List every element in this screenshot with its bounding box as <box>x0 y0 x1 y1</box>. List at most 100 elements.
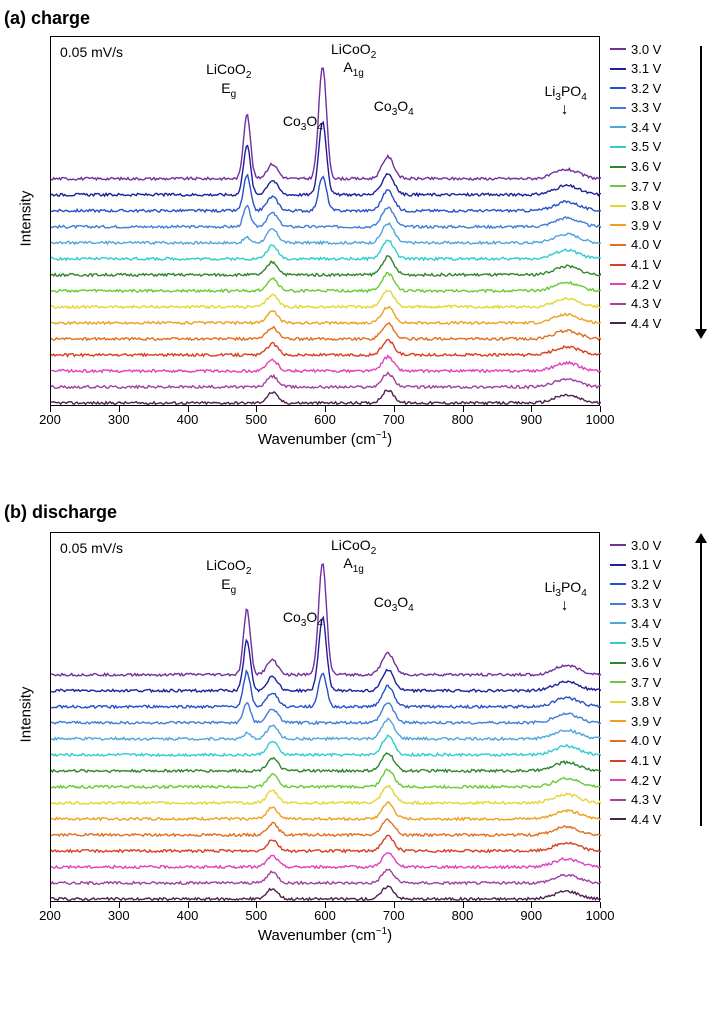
series-line <box>51 290 601 308</box>
peak-arrow-icon: ↓ <box>561 598 569 614</box>
legend-item: 4.2 V <box>610 773 696 787</box>
xtick-label: 600 <box>314 908 336 923</box>
legend-swatch <box>610 740 626 742</box>
series-line <box>51 886 601 901</box>
legend-swatch <box>610 779 626 781</box>
series-line <box>51 869 601 884</box>
legend-label: 3.4 V <box>631 121 661 134</box>
legend-label: 3.4 V <box>631 617 661 630</box>
peak-label: Co3O4 <box>283 114 323 133</box>
legend-label: 3.9 V <box>631 219 661 232</box>
panel-a-ylabel: Intensity <box>17 191 34 247</box>
legend-swatch <box>610 48 626 50</box>
legend-item: 4.3 V <box>610 297 696 311</box>
legend-label: 3.0 V <box>631 43 661 56</box>
xtick-label: 400 <box>177 412 199 427</box>
legend-item: 3.0 V <box>610 538 696 552</box>
peak-label: LiCoO2A1g <box>331 42 376 80</box>
legend-swatch <box>610 662 626 664</box>
legend-swatch <box>610 244 626 246</box>
legend-label: 3.8 V <box>631 695 661 708</box>
legend-swatch <box>610 681 626 683</box>
legend-item: 3.5 V <box>610 636 696 650</box>
legend-label: 4.4 V <box>631 813 661 826</box>
series-line <box>51 802 601 820</box>
xtick-label: 300 <box>108 908 130 923</box>
legend-label: 4.4 V <box>631 317 661 330</box>
legend-label: 3.1 V <box>631 62 661 75</box>
series-line <box>51 323 601 340</box>
panel-a-title: (a) charge <box>4 8 90 29</box>
xtick-label: 500 <box>245 908 267 923</box>
legend-item: 3.3 V <box>610 597 696 611</box>
legend-label: 4.0 V <box>631 238 661 251</box>
xtick-label: 700 <box>383 412 405 427</box>
legend-label: 3.9 V <box>631 715 661 728</box>
peak-label: LiCoO2A1g <box>331 538 376 576</box>
xtick-label: 500 <box>245 412 267 427</box>
legend-swatch <box>610 642 626 644</box>
series-line <box>51 68 601 180</box>
legend-swatch <box>610 603 626 605</box>
legend-swatch <box>610 701 626 703</box>
legend-item: 3.2 V <box>610 577 696 591</box>
legend-label: 4.1 V <box>631 258 661 271</box>
legend-arrow-head <box>695 533 707 543</box>
legend-swatch <box>610 185 626 187</box>
legend-label: 3.8 V <box>631 199 661 212</box>
legend-item: 4.1 V <box>610 754 696 768</box>
panel-a-chart <box>50 36 600 406</box>
peak-label: Co3O4 <box>374 595 414 614</box>
legend-swatch <box>610 760 626 762</box>
xtick-label: 800 <box>452 908 474 923</box>
panel-b-chart <box>50 532 600 902</box>
peak-label: Li3PO4 <box>544 84 586 103</box>
legend-label: 3.7 V <box>631 180 661 193</box>
legend-item: 3.8 V <box>610 199 696 213</box>
legend-label: 3.7 V <box>631 676 661 689</box>
xtick-label: 800 <box>452 412 474 427</box>
legend-item: 3.7 V <box>610 675 696 689</box>
legend-item: 3.6 V <box>610 656 696 670</box>
legend-label: 3.6 V <box>631 160 661 173</box>
legend-item: 4.2 V <box>610 277 696 291</box>
legend-item: 3.1 V <box>610 558 696 572</box>
legend-swatch <box>610 68 626 70</box>
legend-swatch <box>610 107 626 109</box>
legend-label: 3.5 V <box>631 140 661 153</box>
series-line <box>51 356 601 373</box>
legend-item: 3.9 V <box>610 714 696 728</box>
series-line <box>51 390 601 404</box>
spectra-svg <box>51 37 601 407</box>
legend-swatch <box>610 166 626 168</box>
panel-b-inset: 0.05 mV/s <box>60 540 123 556</box>
series-line <box>51 373 601 389</box>
figure-root: (a) charge Intensity 0.05 mV/s 200 300 400… <box>0 0 710 1024</box>
legend-item: 3.3 V <box>610 101 696 115</box>
xtick-label: 700 <box>383 908 405 923</box>
legend-swatch <box>610 544 626 546</box>
legend-label: 4.1 V <box>631 754 661 767</box>
legend-item: 3.1 V <box>610 62 696 76</box>
panel-a-legend: 3.0 V 3.1 V 3.2 V 3.3 V 3.4 V 3.5 V 3.6 V 3.7 V… <box>610 42 696 336</box>
peak-label: Co3O4 <box>374 99 414 118</box>
legend-arrow-line <box>700 46 702 330</box>
legend-swatch <box>610 303 626 305</box>
peak-label: Co3O4 <box>283 610 323 629</box>
legend-swatch <box>610 564 626 566</box>
peak-label: LiCoO2Eg <box>206 62 251 100</box>
xtick-label: 400 <box>177 908 199 923</box>
xtick-label: 900 <box>520 412 542 427</box>
xtick-label: 300 <box>108 412 130 427</box>
series-line <box>51 819 601 836</box>
legend-item: 3.6 V <box>610 160 696 174</box>
legend-item: 3.2 V <box>610 81 696 95</box>
legend-item: 3.4 V <box>610 616 696 630</box>
xtick-label: 200 <box>39 908 61 923</box>
legend-label: 3.3 V <box>631 101 661 114</box>
legend-label: 3.3 V <box>631 597 661 610</box>
legend-swatch <box>610 720 626 722</box>
legend-item: 3.8 V <box>610 695 696 709</box>
legend-label: 3.2 V <box>631 578 661 591</box>
series-line <box>51 853 601 868</box>
